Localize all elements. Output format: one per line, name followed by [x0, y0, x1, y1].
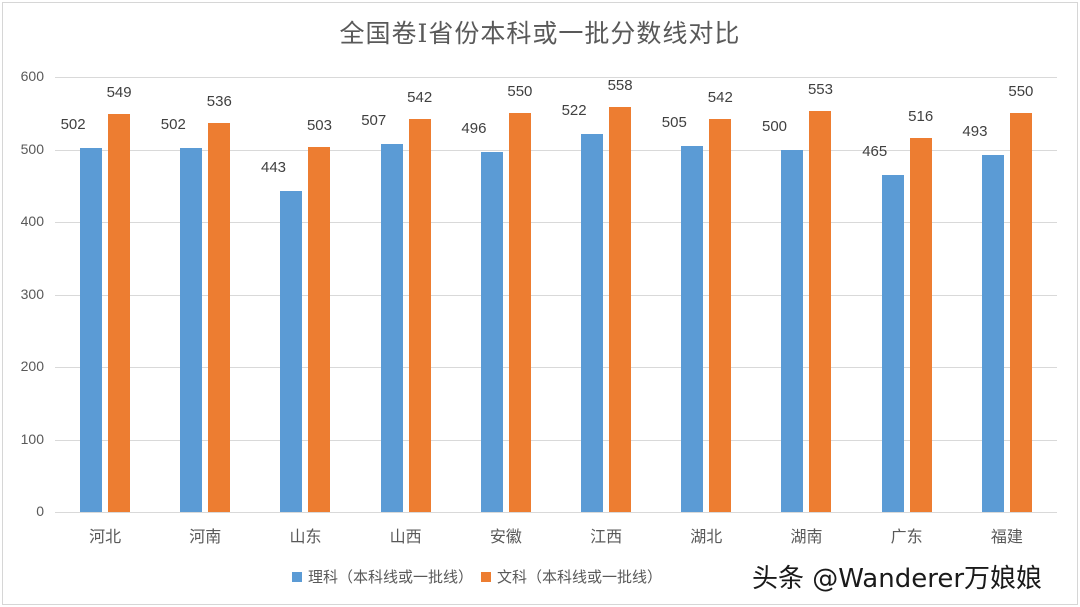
gridline	[55, 367, 1057, 368]
data-label: 536	[206, 93, 232, 111]
data-label: 496	[461, 120, 487, 138]
bar-arts	[1009, 113, 1032, 512]
bar-science	[480, 152, 503, 512]
legend-swatch-orange-icon	[481, 571, 492, 582]
gridline	[55, 294, 1057, 296]
y-tick-label: 600	[20, 68, 44, 84]
data-label: 500	[761, 117, 788, 135]
y-tick-label: 400	[20, 213, 44, 229]
bar-arts	[208, 123, 231, 512]
bar-arts	[609, 107, 632, 512]
bar-science	[781, 149, 804, 512]
y-tick-label: 500	[20, 140, 44, 157]
y-tick-label: 200	[20, 358, 44, 374]
plot-area: 502 549 502 536 443 503 507 542 496 550 522 558 505 5…	[55, 77, 1057, 513]
bar-science	[881, 174, 904, 512]
bar-arts	[408, 119, 431, 512]
x-tick-label: 河北	[89, 527, 122, 546]
bar-science	[180, 148, 203, 512]
data-label: 443	[260, 158, 287, 176]
bar-science	[380, 144, 403, 512]
watermark: 头条 @Wanderer万娘娘	[752, 564, 1043, 594]
x-tick-label: 江西	[590, 527, 623, 546]
data-label: 493	[962, 122, 988, 140]
data-label: 542	[707, 89, 733, 107]
y-tick-label: 300	[20, 285, 44, 302]
bar-group: 522 558	[556, 77, 656, 512]
x-tick-label: 湖北	[690, 527, 723, 546]
bar-group: 507 542	[356, 77, 456, 512]
x-tick-label: 安徽	[489, 527, 522, 546]
bar-group: 496 550	[456, 77, 556, 512]
data-label: 553	[807, 81, 833, 99]
x-tick-label: 山西	[389, 527, 422, 546]
legend: 理科（本科线或一批线） 文科（本科线或一批线）	[292, 566, 670, 587]
data-label: 507	[361, 112, 387, 130]
bar-arts	[508, 113, 531, 512]
x-tick-label: 河南	[189, 527, 222, 546]
bar-arts	[909, 137, 932, 512]
legend-label: 理科（本科线或一批线）	[308, 568, 474, 586]
gridline	[55, 149, 1057, 151]
bar-group: 465 516	[857, 77, 957, 512]
bar-arts	[809, 111, 832, 512]
gridline	[55, 77, 1057, 78]
data-label: 550	[507, 83, 533, 101]
bar-science	[280, 190, 303, 512]
data-label: 542	[407, 89, 433, 107]
y-tick-label: 0	[36, 503, 44, 519]
legend-item-science: 理科（本科线或一批线）	[292, 566, 473, 587]
x-tick-label: 福建	[990, 527, 1023, 546]
bar-group: 500 553	[756, 77, 856, 512]
data-label: 502	[60, 116, 86, 134]
data-label: 502	[160, 116, 186, 134]
x-tick-label: 湖南	[790, 527, 823, 546]
bar-group: 502 549	[55, 77, 155, 512]
legend-item-arts: 文科（本科线或一批线）	[481, 566, 662, 587]
data-label: 549	[106, 83, 132, 101]
legend-swatch-blue-icon	[292, 571, 302, 582]
bar-group: 443 503	[255, 77, 355, 512]
data-label: 503	[306, 117, 332, 135]
legend-label: 文科（本科线或一批线）	[497, 568, 663, 586]
y-tick-label: 100	[20, 430, 44, 447]
bar-arts	[108, 113, 131, 512]
chart-title: 全国卷Ⅰ省份本科或一批分数线对比	[339, 19, 741, 48]
data-label: 516	[908, 107, 934, 125]
bar-group: 505 542	[656, 77, 756, 512]
x-tick-label: 广东	[890, 527, 923, 546]
data-label: 558	[607, 77, 633, 95]
data-label: 465	[862, 142, 888, 160]
gridline	[55, 439, 1057, 441]
gridline	[55, 512, 1057, 513]
x-tick-label: 山东	[289, 527, 322, 546]
bar-group: 493 550	[957, 77, 1057, 512]
bar-science	[80, 148, 103, 512]
bar-arts	[709, 119, 732, 512]
bar-arts	[308, 147, 331, 512]
data-label: 505	[661, 113, 687, 131]
gridline	[55, 222, 1057, 223]
bar-science	[581, 133, 604, 512]
bar-science	[981, 154, 1004, 512]
bar-group: 502 536	[155, 77, 255, 512]
bar-science	[681, 145, 704, 512]
data-label: 522	[561, 101, 587, 119]
data-label: 550	[1008, 83, 1034, 101]
